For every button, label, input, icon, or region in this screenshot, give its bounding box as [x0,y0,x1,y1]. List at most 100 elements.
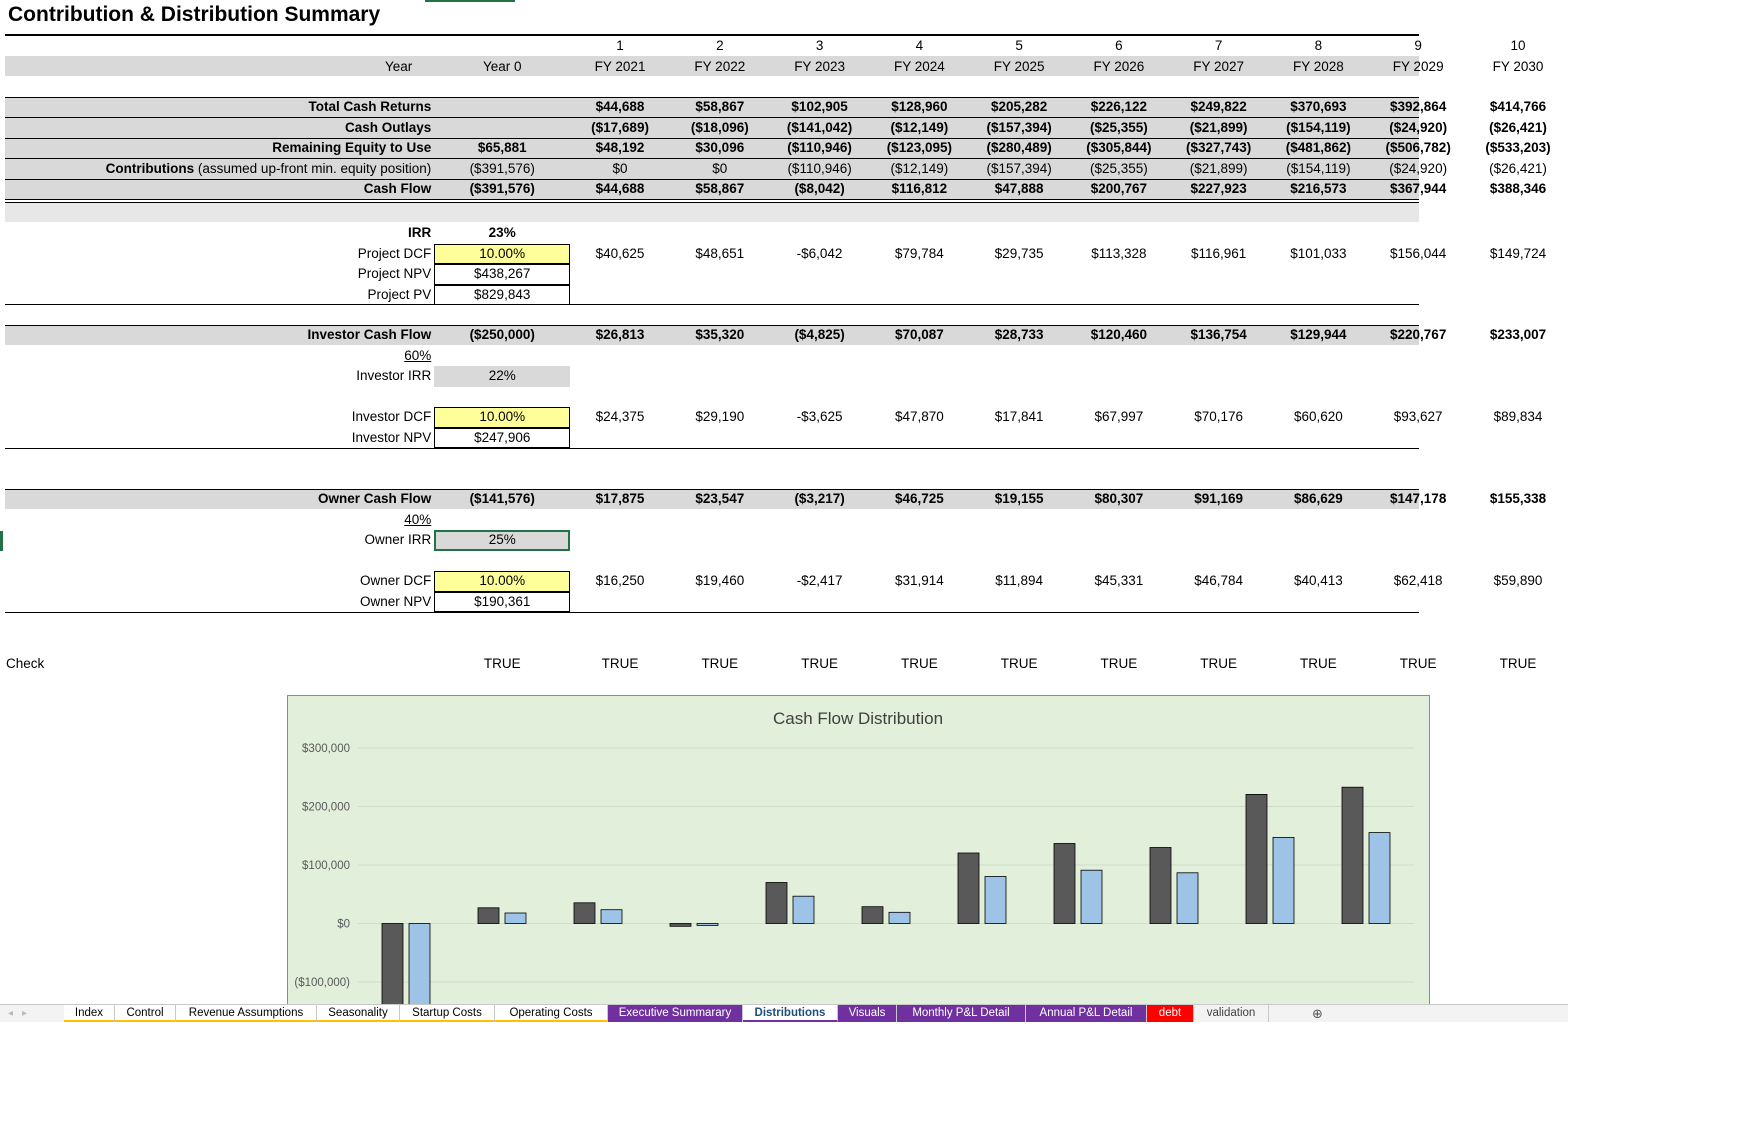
chart-bar-series-1[interactable] [1053,843,1076,924]
chart-bar-series-1[interactable] [861,906,884,924]
chart-bar-series-1[interactable] [669,923,692,927]
investor-dcf-row: Investor DCF 10.00% $24,375 $29,190 -$3,… [0,407,1568,428]
chart-bar-series-2[interactable] [792,895,815,924]
cash-flow-distribution-chart[interactable]: Cash Flow Distribution $300,000 $200,000 $… [287,695,1430,1007]
investor-dcf-cell: $24,375 [595,409,645,424]
owner-dcf-cell: $45,331 [1094,573,1144,588]
tab-executive-summarary[interactable]: Executive Summarary [608,1005,743,1022]
year-number: 7 [1214,38,1223,53]
check-cell: TRUE [701,656,739,671]
check-cell: TRUE [1000,656,1038,671]
summary-cell: $388,346 [1489,181,1547,196]
summary-row: Contributions (assumed up-front min. equ… [0,159,1568,180]
chart-bar-series-2[interactable] [888,911,911,924]
summary-rule [5,179,1419,180]
investor-cash-flow-label: Investor Cash Flow [307,327,432,342]
owner-dcf-cell: $62,418 [1393,573,1443,588]
investor-dcf-cell: $89,834 [1493,409,1543,424]
chart-bar-series-1[interactable] [1341,786,1364,924]
check-cell: TRUE [1300,656,1337,671]
investor-cf-cell: $120,460 [1090,327,1148,342]
summary-cell: ($18,096) [690,119,749,135]
project-dcf-cell: $149,724 [1489,245,1547,261]
investor-npv-value[interactable]: $247,906 [434,427,571,448]
project-dcf-row: Project DCF 10.00% $40,625 $48,651 -$6,0… [0,243,1568,264]
chart-bar-series-1[interactable] [957,852,980,924]
fiscal-year-label: FY 2022 [694,58,746,74]
year-number: 8 [1314,38,1323,53]
summary-cell: ($110,946) [787,160,852,176]
project-npv-label: Project NPV [357,266,432,281]
check-cell: TRUE [1100,656,1138,671]
investor-table: Investor Cash Flow ($250,000) $26,813 $3… [0,325,1568,448]
investor-cf-cell: $35,320 [695,327,745,342]
summary-cell: ($21,899) [1189,160,1248,176]
tab-seasonality[interactable]: Seasonality [317,1005,400,1022]
owner-dcf-cell: -$2,417 [796,573,843,588]
year-number: 3 [815,38,824,53]
add-sheet-icon[interactable]: ⊕ [1312,1006,1323,1021]
investor-dcf-rate-input[interactable]: 10.00% [434,407,571,428]
owner-dcf-rate-input[interactable]: 10.00% [434,571,571,592]
investor-share[interactable]: 60% [404,347,432,363]
tab-monthly-p-l-detail[interactable]: Monthly P&L Detail [897,1005,1026,1022]
check-table: Check TRUE TRUE TRUE TRUE TRUE TRUE TRUE… [0,654,1568,675]
chart-y-tick-label: $300,000 [302,743,350,755]
summary-cell: ($12,149) [890,160,949,176]
chart-bar-series-2[interactable] [1368,832,1391,924]
tab-visuals[interactable]: Visuals [838,1005,897,1022]
owner-table: Owner Cash Flow ($141,576) $17,875 $23,5… [0,489,1568,612]
tab-distributions[interactable]: Distributions [743,1005,838,1022]
investor-cf-cell: $28,733 [994,327,1044,342]
owner-irr-selected-cell[interactable]: 25% [434,530,571,551]
summary-year0-cell: $65,881 [477,140,527,155]
summary-cell: $367,944 [1390,181,1447,196]
project-dcf-label: Project DCF [357,245,432,261]
chart-bar-series-2[interactable] [408,923,431,1006]
chart-bar-series-2[interactable] [600,909,623,924]
owner-share[interactable]: 40% [404,511,432,527]
investor-dcf-cell: $47,870 [894,409,944,424]
tab-operating-costs[interactable]: Operating Costs [495,1005,608,1022]
chart-bar-series-1[interactable] [573,902,596,924]
chart-title: Cash Flow Distribution [773,709,943,728]
tab-validation[interactable]: validation [1194,1005,1269,1022]
chart-bar-series-2[interactable] [696,923,719,926]
summary-row-label: Cash Outlays [344,119,432,135]
owner-npv-value[interactable]: $190,361 [434,591,571,612]
chart-bar-series-1[interactable] [477,907,500,924]
tab-scroll-left-icon[interactable]: ◂ [8,1008,14,1019]
investor-cf-year0: ($250,000) [469,327,535,342]
summary-cell: ($157,394) [986,160,1052,176]
chart-bar-series-1[interactable] [381,923,404,1006]
year-header-table: 1 2 3 4 5 6 7 8 9 10 Year Year 0 FY 2021… [0,36,1568,77]
chart-bar-series-2[interactable] [1080,869,1103,924]
tab-annual-p-l-detail[interactable]: Annual P&L Detail [1026,1005,1147,1022]
tab-revenue-assumptions[interactable]: Revenue Assumptions [176,1005,317,1022]
project-pv-value[interactable]: $829,843 [434,284,571,305]
chart-bar-series-2[interactable] [984,876,1007,924]
chart-bar-series-2[interactable] [504,912,527,924]
tab-scroll-right-icon[interactable]: ▸ [22,1008,28,1019]
chart-bar-series-2[interactable] [1176,872,1199,924]
fiscal-year-label: FY 2027 [1193,58,1245,74]
summary-cell: ($141,042) [786,119,853,135]
chart-bar-series-2[interactable] [1272,836,1295,924]
chart-bar-series-1[interactable] [765,882,788,924]
fiscal-year-label: FY 2030 [1492,58,1544,74]
year-number: 9 [1414,38,1422,53]
tab-startup-costs[interactable]: Startup Costs [400,1005,495,1022]
owner-top-rule [5,489,1419,490]
tab-debt[interactable]: debt [1147,1005,1194,1022]
summary-cell: ($24,920) [1389,119,1448,135]
chart-bar-series-1[interactable] [1149,847,1172,924]
project-npv-value[interactable]: $438,267 [434,264,571,285]
chart-y-tick-label: ($100,000) [294,977,350,989]
owner-cash-flow-label: Owner Cash Flow [317,491,432,506]
project-dcf-rate-input[interactable]: 10.00% [434,243,571,264]
tab-control[interactable]: Control [115,1005,176,1022]
irr-label: IRR [407,225,432,240]
chart-bar-series-1[interactable] [1245,794,1268,924]
title-rule [5,34,1419,36]
tab-index[interactable]: Index [64,1005,115,1022]
